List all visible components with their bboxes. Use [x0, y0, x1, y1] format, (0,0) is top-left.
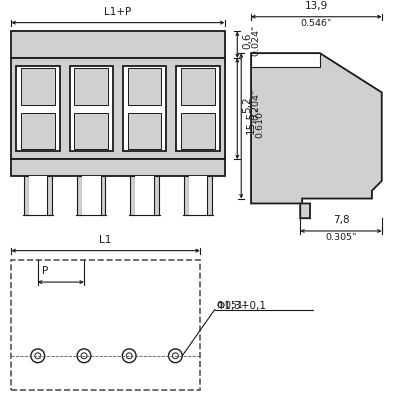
Circle shape	[169, 349, 182, 363]
Text: 0.051": 0.051"	[217, 301, 248, 310]
Text: 0,6: 0,6	[242, 32, 252, 49]
Bar	[24, 176, 29, 215]
Text: 7,8: 7,8	[333, 215, 349, 225]
Bar	[176, 66, 220, 151]
Bar	[70, 66, 113, 151]
Text: L1+P: L1+P	[104, 7, 132, 17]
Bar	[11, 159, 224, 176]
Text: 15,5: 15,5	[246, 110, 256, 134]
Bar	[11, 58, 224, 159]
Text: 0.204": 0.204"	[251, 89, 260, 120]
Text: 5,2: 5,2	[242, 96, 252, 113]
Bar	[207, 176, 212, 215]
Bar	[100, 176, 105, 215]
Circle shape	[122, 349, 136, 363]
Text: Φ1,3+0,1: Φ1,3+0,1	[217, 300, 267, 310]
Bar	[74, 68, 108, 105]
Circle shape	[173, 353, 178, 359]
Circle shape	[35, 353, 41, 359]
Bar	[181, 68, 215, 105]
Bar	[82, 176, 100, 215]
Circle shape	[81, 353, 87, 359]
Bar	[123, 66, 166, 151]
Bar	[11, 260, 200, 390]
Bar	[184, 176, 188, 215]
Polygon shape	[251, 53, 382, 218]
Text: P: P	[42, 266, 48, 276]
Bar	[74, 112, 108, 150]
Bar	[11, 32, 224, 58]
Bar	[128, 68, 162, 105]
Circle shape	[31, 349, 45, 363]
Text: 13,9: 13,9	[305, 1, 328, 11]
Text: 0.024": 0.024"	[251, 25, 260, 56]
Text: L1: L1	[100, 235, 112, 245]
Bar	[188, 176, 207, 215]
Bar	[16, 66, 60, 151]
Circle shape	[77, 349, 91, 363]
Bar	[251, 53, 320, 67]
Bar	[21, 68, 55, 105]
Circle shape	[126, 353, 132, 359]
Text: 0.546": 0.546"	[301, 19, 332, 28]
Bar	[21, 112, 55, 150]
Bar	[47, 176, 52, 215]
Bar	[154, 176, 159, 215]
Text: 0.305": 0.305"	[325, 233, 357, 242]
Bar	[128, 112, 162, 150]
Bar	[77, 176, 82, 215]
Text: 0.610": 0.610"	[255, 106, 264, 138]
Bar	[181, 112, 215, 150]
Bar	[130, 176, 135, 215]
Bar	[135, 176, 154, 215]
Bar	[29, 176, 47, 215]
